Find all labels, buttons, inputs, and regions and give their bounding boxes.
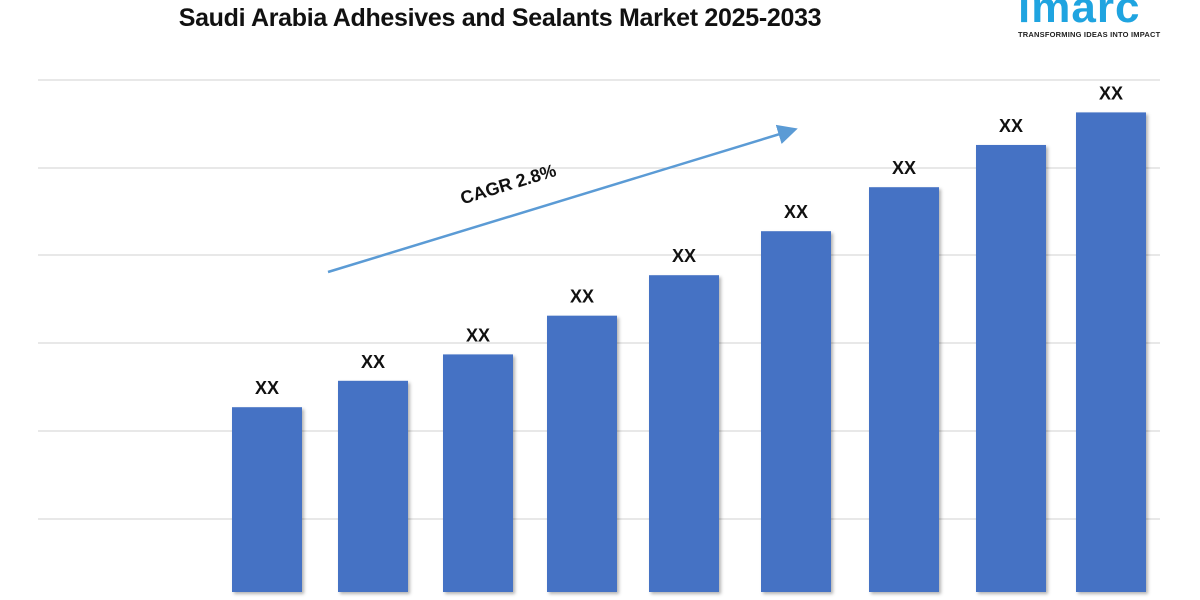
data-label: XX [892, 158, 916, 178]
data-label: XX [570, 287, 594, 307]
bar [338, 380, 408, 592]
cagr-arrow [327, 124, 798, 274]
data-label: XX [672, 246, 696, 266]
bar [761, 231, 831, 592]
data-label: XX [784, 202, 808, 222]
data-label: XX [1099, 83, 1123, 103]
bar [649, 275, 719, 592]
imarc-logo: imarc TRANSFORMING IDEAS INTO IMPACT [1018, 0, 1183, 39]
bar [232, 407, 302, 592]
data-label: XX [255, 378, 279, 398]
chart-title: Saudi Arabia Adhesives and Sealants Mark… [178, 4, 822, 32]
bar [547, 315, 617, 592]
logo-tagline: TRANSFORMING IDEAS INTO IMPACT [1018, 30, 1161, 39]
data-label: XX [361, 352, 385, 372]
data-label: XX [999, 116, 1023, 136]
bar [443, 354, 513, 592]
bar [869, 187, 939, 592]
bar [976, 144, 1046, 592]
data-label: XX [466, 325, 490, 345]
bar [1076, 112, 1146, 593]
logo-word: imarc [1018, 0, 1141, 32]
